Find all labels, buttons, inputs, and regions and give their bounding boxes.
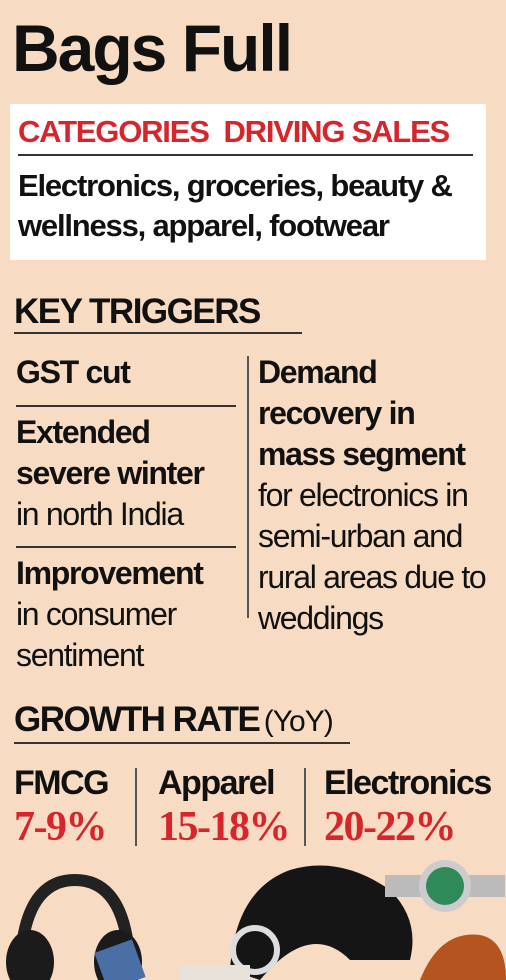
growth-item: Electronics 20-22%: [324, 764, 492, 851]
trigger: Demand recovery in mass segment for elec…: [258, 352, 498, 639]
growth-label: FMCG: [14, 764, 110, 802]
trigger: Extended severe winter in north India: [16, 412, 248, 535]
growth-value: 20-22%: [324, 804, 456, 850]
growth-item: FMCG 7-9%: [14, 764, 110, 851]
trigger: GST cut: [16, 352, 246, 393]
divider: [247, 356, 249, 618]
key-triggers-heading: KEY TRIGGERS: [14, 292, 261, 331]
trigger-bold: Improvement: [16, 555, 204, 591]
box-heading: CATEGORIES DRIVING SALES: [18, 114, 450, 149]
trigger-bold: Extended severe winter: [16, 414, 205, 491]
small-headphones: [230, 925, 280, 975]
rule: [16, 405, 236, 407]
trigger-text: for electronics in semi-urban and rural …: [258, 477, 487, 636]
trigger-bold: Demand recovery in mass segment: [258, 354, 466, 472]
headphones-band: [14, 873, 136, 980]
trigger-text: in north India: [16, 496, 184, 532]
growth-heading: GROWTH RATE: [14, 700, 261, 739]
growth-qualifier: (YoY): [263, 705, 334, 738]
rule: [18, 154, 473, 156]
watch-dial: [426, 867, 464, 905]
cosmetic: [180, 965, 250, 980]
growth-label: Apparel: [158, 764, 276, 802]
growth-value: 15-18%: [158, 804, 291, 850]
rule: [14, 332, 302, 334]
growth-heading-row: GROWTH RATE (YoY): [14, 700, 334, 740]
rule: [14, 742, 350, 744]
product-illustration: [6, 860, 506, 980]
rule: [16, 546, 236, 548]
growth-label: Electronics: [324, 764, 492, 802]
growth-item: Apparel 15-18%: [158, 764, 291, 851]
brown-shoe: [420, 934, 506, 980]
growth-value: 7-9%: [14, 804, 108, 850]
headphones-cup: [6, 930, 54, 980]
trigger-bold: GST cut: [16, 354, 131, 390]
title: Bags Full: [12, 11, 293, 85]
trigger: Improvement in consumer sentiment: [16, 553, 241, 676]
divider: [135, 768, 137, 846]
box-text: Electronics, groceries, beauty & wellnes…: [18, 168, 453, 243]
categories-box: CATEGORIES DRIVING SALES Electronics, gr…: [10, 104, 486, 260]
divider: [304, 768, 306, 846]
trigger-text: in consumer sentiment: [16, 596, 177, 673]
phone: [94, 939, 146, 980]
